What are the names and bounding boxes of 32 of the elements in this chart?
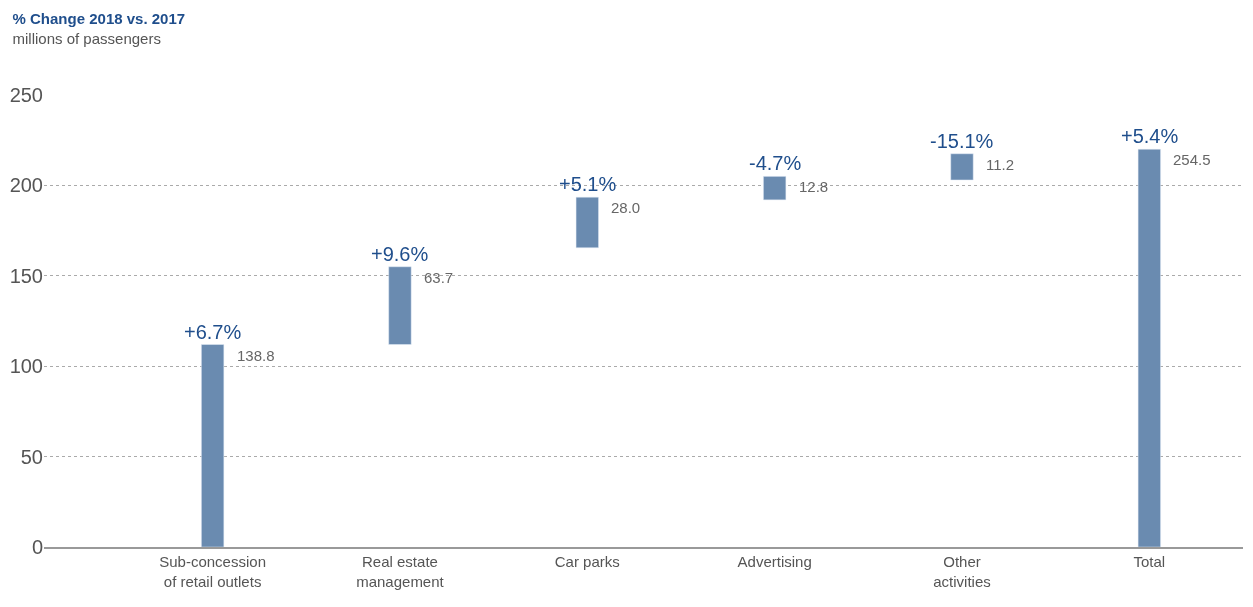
- y-tick-label: 50: [20, 445, 43, 468]
- x-tick-label: Other activities: [933, 553, 991, 590]
- bar: [388, 266, 412, 345]
- annotation: +6.7%: [184, 321, 242, 343]
- bar: [950, 153, 974, 181]
- annotation: +5.4%: [1121, 125, 1179, 147]
- x-tick-label: Car parks: [554, 553, 620, 570]
- chart-title: % Change 2018 vs. 2017: [12, 10, 186, 28]
- bar: [1137, 148, 1161, 547]
- x-tick-label: Advertising: [737, 553, 812, 570]
- annotation: +9.6%: [371, 243, 429, 265]
- annotation: 11.2: [986, 156, 1015, 173]
- annotation: -4.7%: [749, 152, 802, 174]
- chart-subtitle: millions of passengers: [12, 29, 161, 47]
- annotation: 12.8: [799, 178, 829, 195]
- annotation: -15.1%: [930, 130, 994, 152]
- y-tick-label: 200: [9, 174, 43, 197]
- y-tick-label: 0: [31, 536, 43, 558]
- annotation: +5.1%: [559, 173, 617, 195]
- bar: [201, 344, 225, 547]
- x-tick-label: Sub-concession of retail outlets: [159, 553, 266, 590]
- annotation: 63.7: [424, 269, 454, 286]
- annotation: 138.8: [237, 347, 275, 364]
- x-tick-label: Total: [1133, 553, 1166, 570]
- annotation: 254.5: [1173, 151, 1211, 168]
- x-tick-label: Real estate management: [356, 553, 445, 590]
- y-tick-label: 100: [9, 355, 43, 378]
- bar: [763, 176, 787, 201]
- y-tick-label: 250: [9, 84, 43, 106]
- annotation: 28.0: [611, 199, 641, 216]
- bar: [575, 196, 599, 249]
- y-tick-label: 150: [9, 264, 43, 287]
